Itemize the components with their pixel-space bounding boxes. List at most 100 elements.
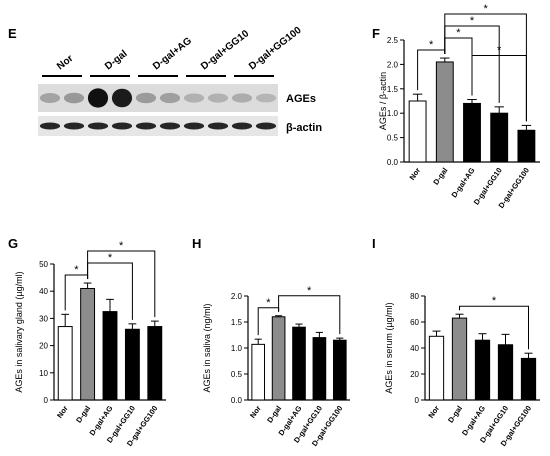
bar [251, 343, 266, 401]
significance-star: * [266, 297, 271, 309]
band-label-ages: AGEs [286, 93, 316, 105]
blot-group-label: D-gal [103, 48, 130, 72]
bar [435, 61, 454, 163]
y-tick-label: 2.0 [387, 60, 399, 69]
ages-band [87, 88, 109, 108]
bar [451, 317, 468, 401]
y-tick-label: 40 [410, 344, 419, 353]
ages-band [183, 93, 205, 103]
y-tick-label: 80 [410, 292, 419, 301]
blot-group-label: D-gal+GG100 [247, 25, 304, 73]
significance-bracket [278, 295, 341, 335]
x-tick-label: D-gal [446, 404, 464, 425]
x-tick-label: Nor [55, 404, 70, 420]
bar [428, 335, 445, 401]
panel-letter-h: H [192, 236, 201, 251]
ages-band [135, 92, 157, 104]
significance-star: * [483, 3, 488, 15]
y-tick-label: 1.5 [387, 85, 399, 94]
actin-band [111, 122, 133, 130]
bar [312, 337, 327, 401]
bar [147, 326, 163, 401]
actin-band [87, 122, 109, 130]
bar [497, 344, 514, 401]
significance-star: * [307, 285, 312, 297]
panel-letter-f: F [372, 26, 380, 41]
y-tick-label: 1.0 [231, 344, 243, 353]
bar [102, 311, 118, 401]
significance-star: * [119, 240, 124, 252]
y-tick-label: 0.5 [387, 134, 399, 143]
significance-star: * [429, 39, 434, 51]
ages-band [255, 93, 277, 103]
actin-band [183, 122, 205, 130]
significance-star: * [492, 295, 497, 307]
y-axis-label: AGEs in serum (µg/ml) [384, 302, 394, 393]
ages-band [39, 93, 61, 103]
y-tick-label: 10 [39, 369, 48, 378]
y-tick-label: 0 [44, 396, 49, 405]
y-tick-label: 0 [415, 396, 420, 405]
panel-letter-i: I [372, 236, 376, 251]
bar [490, 112, 509, 163]
actin-band [231, 122, 253, 130]
bar [80, 287, 96, 401]
bar [57, 326, 73, 401]
bar [520, 357, 537, 401]
actin-band [135, 122, 157, 130]
actin-band [207, 122, 229, 130]
significance-star: * [108, 252, 113, 264]
bar [463, 102, 481, 163]
x-tick-label: Nor [248, 404, 263, 420]
y-tick-label: 20 [410, 370, 419, 379]
x-tick-label: D-gal [265, 404, 283, 425]
y-tick-label: 1.5 [231, 318, 243, 327]
ages-band [231, 93, 253, 103]
bar [332, 339, 347, 401]
blot-group-label: D-gal+AG [151, 35, 194, 72]
y-tick-label: 20 [39, 342, 48, 351]
x-tick-label: D-gal [74, 404, 92, 425]
ages-band [207, 93, 229, 103]
bar [517, 129, 536, 163]
bar [271, 316, 286, 401]
y-tick-label: 2.0 [231, 292, 243, 301]
actin-band [159, 122, 181, 130]
y-tick-label: 60 [410, 318, 419, 327]
y-tick-label: 0.0 [231, 396, 243, 405]
y-tick-label: 50 [39, 260, 48, 269]
actin-band [39, 122, 61, 130]
ages-band [159, 92, 181, 104]
significance-star: * [497, 45, 502, 57]
bar-chart-saliva: 0.0 0.5 1.0 1.5 2.0 AGEs in saliva (ng/ml) Nor… [202, 285, 350, 448]
significance-star: * [470, 15, 475, 27]
actin-band-strip [38, 116, 278, 136]
bar [292, 326, 306, 401]
significance-bracket [459, 305, 529, 350]
bar-chart-ages-beta-actin: 0.0 0.5 1.0 1.5 2.0 2.5 AGEs / β-actin Nor D-gal… [378, 3, 540, 210]
y-tick-label: 40 [39, 287, 48, 296]
y-tick-label: 0.5 [231, 370, 243, 379]
y-tick-label: 0.0 [387, 158, 399, 167]
ages-band [63, 92, 85, 104]
y-tick-label: 2.5 [387, 36, 399, 45]
significance-bracket [87, 250, 156, 318]
y-axis-label: AGEs in saliva (ng/ml) [202, 303, 212, 392]
bar [408, 100, 427, 163]
y-axis-label: AGEs / β-actin [378, 72, 388, 130]
blot-group-label: D-gal+GG10 [199, 28, 251, 72]
y-tick-label: 1.0 [387, 109, 399, 118]
y-tick-label: 30 [39, 314, 48, 323]
band-label-actin: β-actin [286, 122, 322, 134]
actin-band [63, 122, 85, 130]
x-tick-label: D-gal [431, 166, 449, 187]
panel-letter-g: G [8, 236, 18, 251]
x-tick-label: Nor [426, 404, 441, 420]
x-tick-label: D-gal+AG [450, 166, 477, 199]
significance-star: * [456, 27, 461, 39]
significance-star: * [74, 264, 79, 276]
bar-chart-salivary-gland: 0 10 20 30 40 50 AGEs in salivary gland (µg/ml… [14, 240, 166, 448]
